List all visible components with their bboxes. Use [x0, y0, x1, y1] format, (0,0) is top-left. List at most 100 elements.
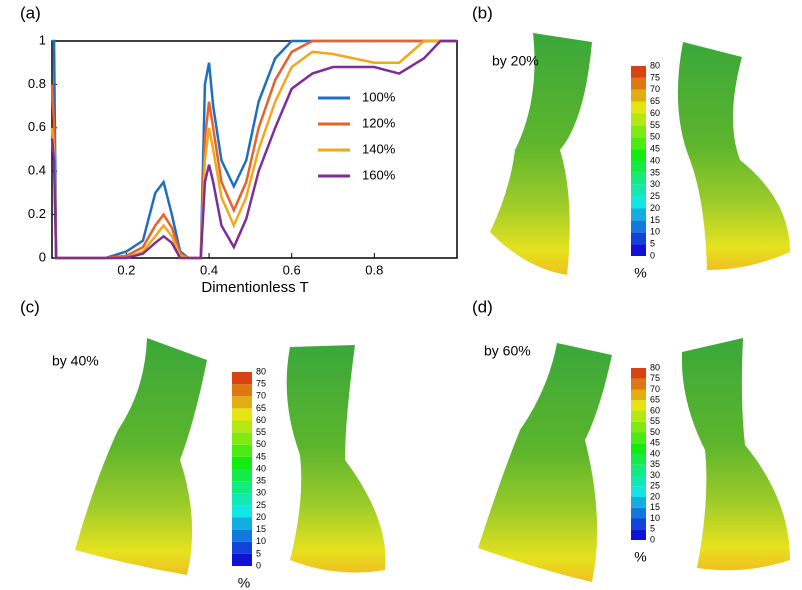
x-tick-label: 0.8	[365, 262, 383, 277]
colorbar-swatch	[232, 517, 252, 530]
colorbar-swatch	[631, 421, 646, 433]
colorbar-label: 65	[650, 96, 660, 106]
colorbar-label: 75	[650, 72, 660, 82]
colorbar-swatch	[631, 411, 646, 422]
colorbar-label: 30	[256, 488, 266, 498]
series-line	[50, 39, 457, 260]
colorbar-label: 10	[650, 513, 660, 523]
colorbar-label: 50	[650, 132, 660, 142]
colorbar-label: 20	[256, 512, 266, 522]
colorbar-label: 35	[650, 459, 660, 469]
panel-label: (a)	[20, 3, 41, 22]
vessel	[75, 338, 207, 575]
colorbar-swatch	[232, 553, 252, 566]
colorbar-swatch	[631, 400, 646, 411]
colorbar-swatch	[631, 161, 646, 173]
y-tick-label: 1	[39, 32, 46, 47]
panel-label: (b)	[472, 3, 493, 22]
colorbar-swatch	[232, 505, 252, 518]
colorbar-label: 70	[650, 384, 660, 394]
colorbar-label: 55	[650, 416, 660, 426]
colorbar-swatch	[631, 475, 646, 487]
vessel	[490, 33, 592, 275]
colorbar-swatch	[232, 396, 252, 409]
colorbar-swatch	[631, 125, 646, 138]
colorbar-label: 40	[650, 155, 660, 165]
colorbar-label: 5	[650, 524, 655, 534]
colorbar-unit: %	[634, 549, 646, 565]
x-tick-label: 0.4	[200, 262, 218, 277]
y-tick-label: 0.6	[28, 119, 46, 134]
colorbar-swatch	[631, 113, 646, 126]
colorbar-label: 65	[650, 395, 660, 405]
colorbar-swatch	[631, 220, 646, 233]
colorbar-label: 20	[650, 203, 660, 213]
colorbar-swatch	[631, 507, 646, 519]
colorbar-swatch	[232, 372, 252, 385]
colorbar-label: 55	[650, 120, 660, 130]
y-tick-label: 0.8	[28, 76, 46, 91]
y-tick-label: 0	[39, 249, 46, 264]
colorbar-swatch	[631, 137, 646, 150]
vessel	[681, 338, 790, 571]
colorbar-label: 30	[650, 470, 660, 480]
colorbar-swatch	[631, 232, 646, 245]
colorbar-label: 60	[650, 108, 660, 118]
panel-caption: by 40%	[52, 353, 99, 369]
colorbar-label: 25	[650, 481, 660, 491]
colorbar-swatch	[631, 101, 646, 114]
colorbar-label: 5	[256, 548, 261, 558]
colorbar-label: 15	[650, 215, 660, 225]
colorbar-label: 70	[650, 84, 660, 94]
colorbar-label: 70	[256, 391, 266, 401]
colorbar-swatch	[631, 454, 646, 465]
colorbar-label: 65	[256, 403, 266, 413]
panel-label: (c)	[20, 297, 40, 316]
colorbar-label: 75	[650, 373, 660, 383]
colorbar-swatch	[631, 66, 646, 78]
colorbar-swatch	[631, 196, 646, 209]
x-tick-label: 0.6	[283, 262, 301, 277]
colorbar-label: 20	[650, 491, 660, 501]
colorbar-swatch	[232, 444, 252, 457]
colorbar-label: 40	[256, 463, 266, 473]
vessels	[75, 33, 790, 582]
colorbar-swatch	[232, 529, 252, 542]
colorbar-label: 10	[256, 536, 266, 546]
colorbar-swatch	[631, 486, 646, 497]
colorbar-swatch	[631, 172, 646, 185]
x-axis-label: Dimentionless T	[201, 279, 308, 296]
colorbar-swatch	[631, 89, 646, 102]
legend-label: 140%	[362, 141, 396, 156]
colorbar-swatch	[232, 541, 252, 554]
colorbar-swatch	[232, 456, 252, 469]
colorbar-swatch	[631, 497, 646, 508]
colorbar-swatch	[631, 184, 646, 197]
colorbar-label: 30	[650, 179, 660, 189]
colorbar-label: 80	[650, 362, 660, 372]
vessel	[286, 345, 386, 573]
panel-label: (d)	[472, 297, 493, 316]
colorbar-label: 80	[256, 366, 266, 376]
panel-caption: by 60%	[484, 343, 531, 359]
y-tick-label: 0.4	[28, 163, 46, 178]
colorbar-swatch	[631, 432, 646, 444]
vessel	[677, 42, 790, 270]
legend-label: 160%	[362, 167, 396, 182]
vessel	[478, 343, 612, 582]
colorbar-label: 60	[256, 415, 266, 425]
colorbar-swatch	[232, 432, 252, 445]
colorbar-label: 50	[256, 439, 266, 449]
colorbar-label: 10	[650, 227, 660, 237]
colorbar-swatch	[232, 384, 252, 397]
colorbar-swatch	[631, 149, 646, 161]
colorbar-label: 35	[650, 167, 660, 177]
colorbar-swatch	[631, 518, 646, 530]
colorbar-label: 60	[650, 405, 660, 415]
colorbar-swatch	[631, 464, 646, 476]
legend-label: 120%	[362, 115, 396, 130]
colorbar-label: 35	[256, 476, 266, 486]
colorbar-swatch	[631, 378, 646, 390]
colorbar-label: 25	[256, 500, 266, 510]
series-line	[50, 39, 457, 260]
